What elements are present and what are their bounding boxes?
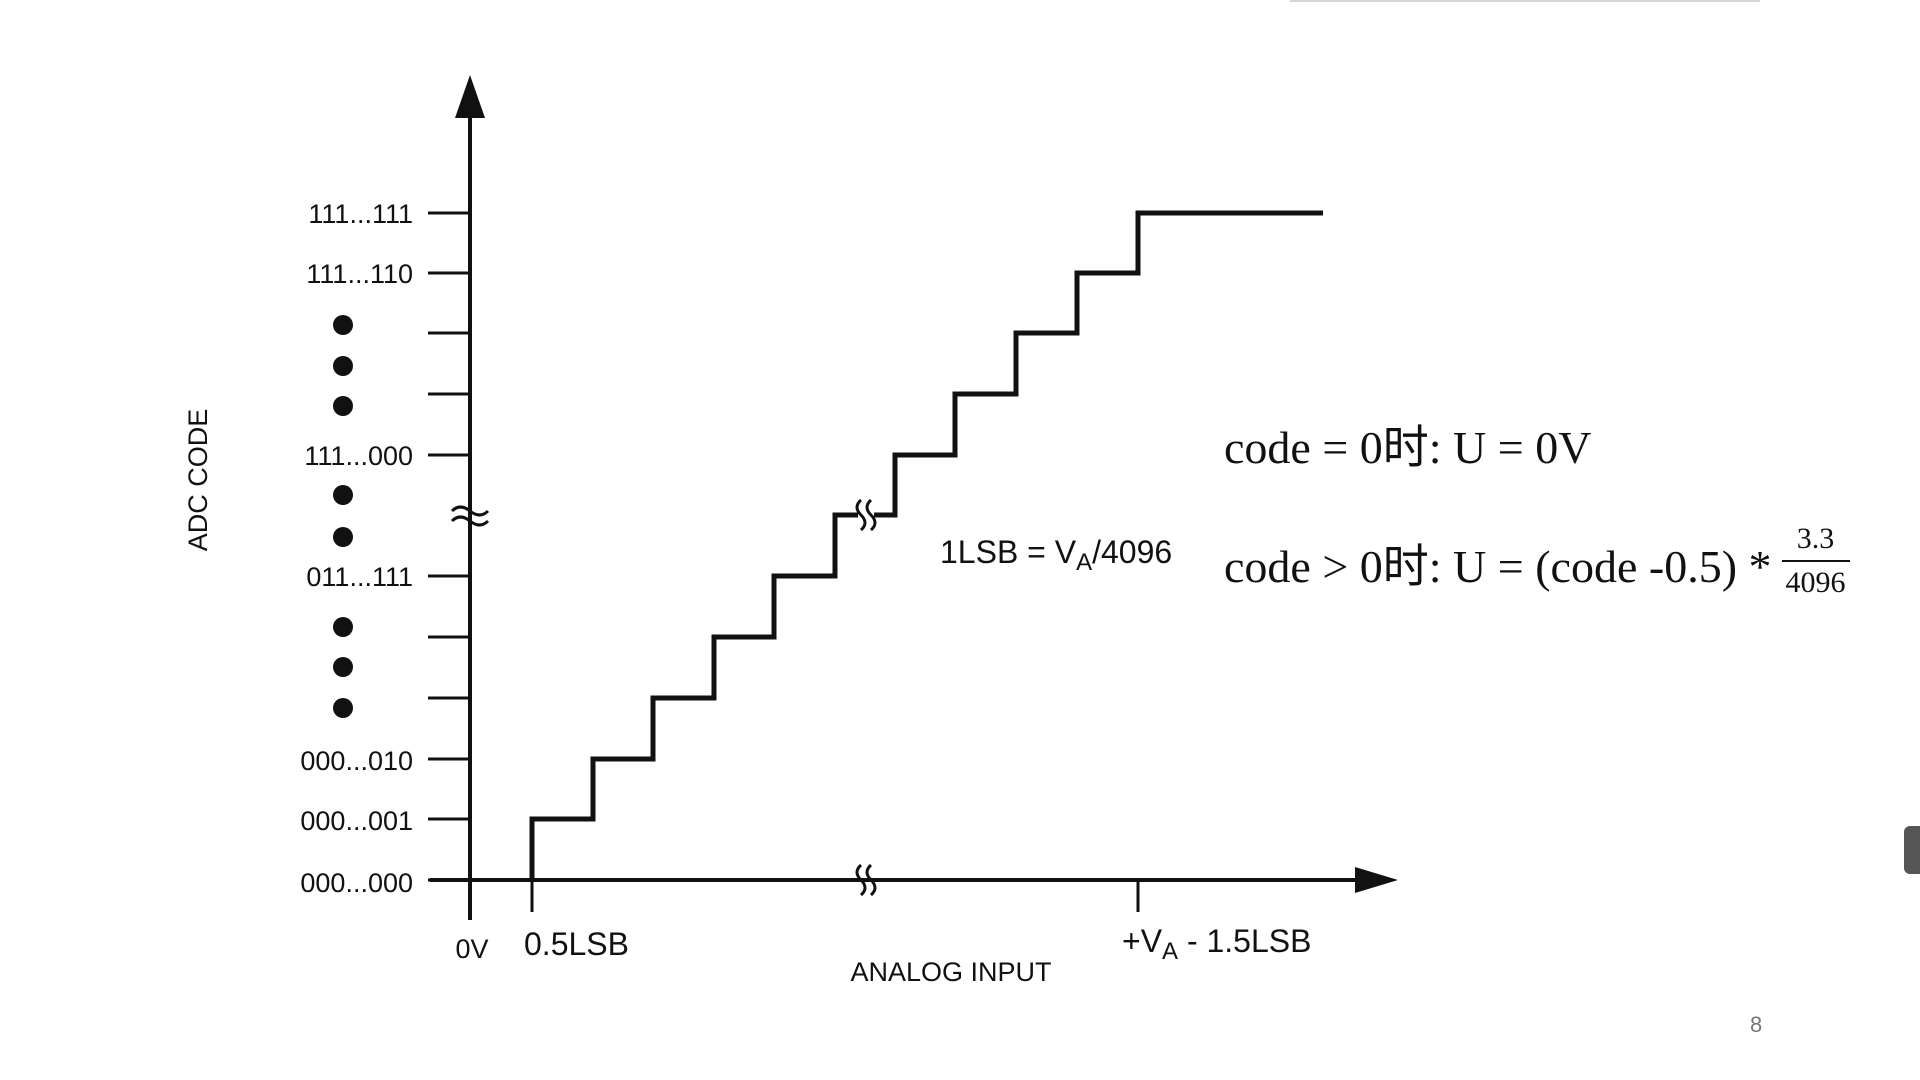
lsb-note-subscript: A (1076, 549, 1092, 576)
side-tab-handle[interactable] (1904, 826, 1920, 874)
ellipsis-dot (333, 485, 353, 505)
full-scale-subscript: A (1162, 938, 1178, 965)
ellipsis-dot (333, 527, 353, 547)
ellipsis-dot (333, 617, 353, 637)
y-tick-label: 000...010 (300, 746, 413, 776)
x-tick-label-half-lsb: 0.5LSB (524, 926, 629, 962)
staircase-break-icon (855, 498, 877, 532)
ellipsis-dots (333, 315, 353, 718)
y-tick-label: 000...001 (300, 806, 413, 836)
formula-fraction: 3.3 4096 (1781, 524, 1850, 599)
fraction-denominator: 4096 (1785, 566, 1846, 599)
ellipsis-dot (333, 396, 353, 416)
lsb-note-prefix: 1LSB = V (940, 534, 1077, 570)
page-number: 8 (1750, 1012, 1763, 1037)
x-tick-label-origin: 0V (455, 934, 488, 964)
staircase-transfer-line (529, 210, 1323, 880)
x-tick-label-full-scale: +VA - 1.5LSB (1122, 923, 1311, 965)
y-ticks (428, 211, 470, 882)
formula-positive-code: code > 0时: U = (code -0.5) * 3.3 4096 (1224, 524, 1850, 604)
lsb-note: 1LSB = VA/4096 (940, 534, 1172, 576)
formula-positive-code-text: code > 0时: U = (code -0.5) * (1224, 541, 1772, 592)
formula-zero-code: code = 0时: U = 0V (1224, 425, 1591, 471)
y-tick-label: 111...111 (308, 199, 413, 229)
lsb-note-suffix: /4096 (1092, 534, 1172, 570)
full-scale-prefix: +V (1122, 923, 1163, 959)
full-scale-suffix: - 1.5LSB (1178, 923, 1311, 959)
y-tick-label: 000...000 (300, 868, 413, 898)
y-tick-label: 011...111 (306, 562, 413, 592)
ellipsis-dot (333, 657, 353, 677)
x-axis-title: ANALOG INPUT (850, 957, 1051, 987)
y-axis-arrow (455, 75, 485, 118)
fraction-numerator: 3.3 (1781, 524, 1850, 562)
formula-zero-code-text: code = 0时: U = 0V (1224, 422, 1592, 473)
top-divider (1290, 0, 1760, 2)
ellipsis-dot (333, 356, 353, 376)
x-axis-arrow (1355, 867, 1398, 893)
ellipsis-dot (333, 698, 353, 718)
y-tick-label: 111...110 (306, 259, 413, 289)
x-axis-break-icon (855, 863, 877, 897)
y-tick-label: 111...000 (304, 441, 413, 471)
ellipsis-dot (333, 315, 353, 335)
y-axis-title: ADC CODE (183, 409, 213, 552)
y-axis-break-icon (450, 505, 490, 527)
